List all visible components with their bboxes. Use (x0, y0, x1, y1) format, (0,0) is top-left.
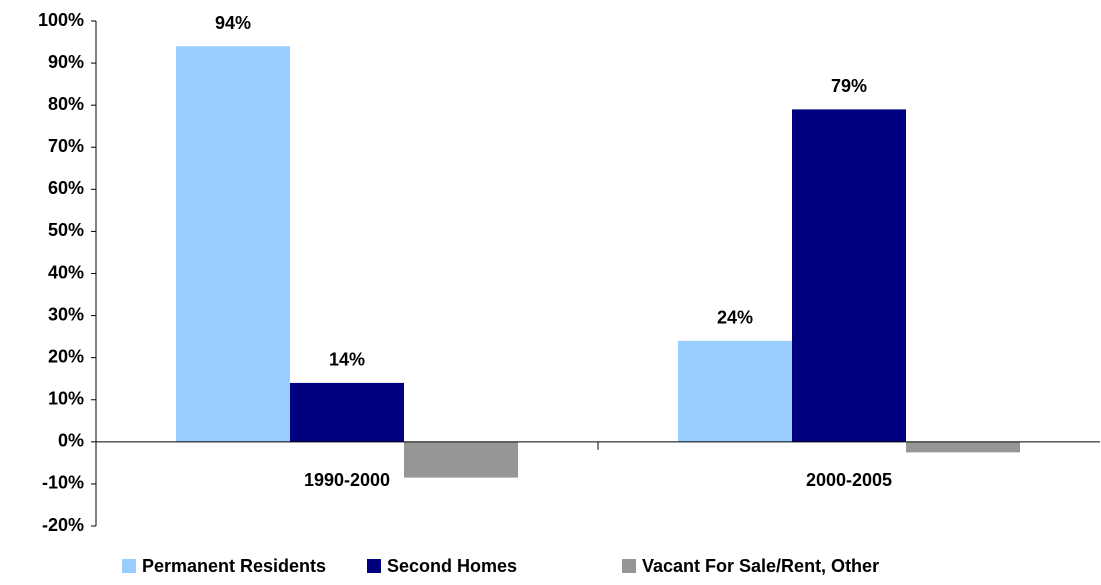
x-tick-label: 1990-2000 (304, 470, 390, 490)
y-tick-label: 80% (48, 94, 84, 114)
y-tick-label: -10% (42, 473, 84, 493)
bar (792, 109, 906, 442)
y-tick-label: 60% (48, 178, 84, 198)
legend-label: Permanent Residents (142, 556, 326, 576)
legend-swatch (622, 559, 636, 573)
data-label: 14% (329, 350, 365, 370)
y-tick-label: 50% (48, 220, 84, 240)
y-tick-label: 70% (48, 136, 84, 156)
x-tick-label: 2000-2005 (806, 470, 892, 490)
y-tick-label: 20% (48, 346, 84, 366)
legend-swatch (122, 559, 136, 573)
data-label: 79% (831, 76, 867, 96)
y-tick-label: 40% (48, 262, 84, 282)
data-label: 24% (717, 308, 753, 328)
y-tick-label: -20% (42, 515, 84, 535)
legend-swatch (367, 559, 381, 573)
bar (176, 46, 290, 442)
y-tick-label: 10% (48, 389, 84, 409)
bar (290, 382, 404, 442)
data-label: 94% (215, 13, 251, 33)
bar (404, 441, 518, 478)
bar (678, 340, 792, 442)
y-tick-label: 90% (48, 52, 84, 72)
y-tick-label: 30% (48, 304, 84, 324)
bar (906, 441, 1020, 453)
legend-label: Second Homes (387, 556, 517, 576)
y-tick-label: 100% (38, 10, 84, 30)
legend-label: Vacant For Sale/Rent, Other (642, 556, 879, 576)
y-tick-label: 0% (58, 431, 84, 451)
